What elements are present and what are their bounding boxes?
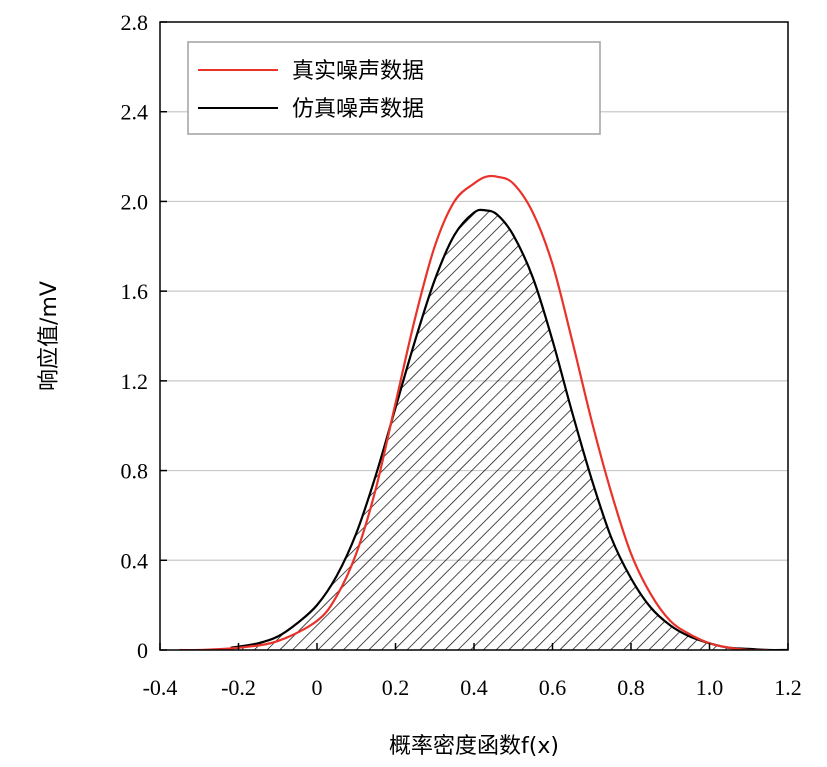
series-line-1	[230, 208, 788, 650]
x-tick-label: 0.8	[617, 675, 645, 700]
y-axis-title: 响应值/mV	[37, 281, 62, 391]
y-tick-label: 2.4	[121, 100, 149, 125]
y-tick-label: 0.8	[121, 459, 149, 484]
x-tick-label: -0.4	[143, 675, 178, 700]
x-tick-label: 1.0	[696, 675, 724, 700]
x-tick-label: 1.2	[774, 675, 802, 700]
x-tick-label: 0.4	[460, 675, 488, 700]
series-area-1	[230, 209, 788, 650]
x-tick-label: 0.6	[539, 675, 567, 700]
tick-labels: 0 0.4 0.8 1.2 1.6 2.0 2.4 2.8 -0.4 -0.2 0 0.2 0.4 0.6…	[121, 10, 802, 700]
hatch-fill-layer	[230, 209, 788, 650]
y-tick-label: 2.0	[121, 189, 149, 214]
legend-label-sim: 仿真噪声数据	[292, 97, 424, 122]
x-tick-label: 0.2	[382, 675, 410, 700]
series-layer	[179, 174, 788, 650]
y-tick-label: 1.2	[121, 369, 149, 394]
x-tick-label: 0	[312, 675, 323, 700]
series-line-0	[179, 174, 769, 650]
ticks	[159, 21, 789, 651]
legend-box	[187, 41, 601, 135]
y-tick-label: 0	[137, 638, 148, 663]
legend: 真实噪声数据 仿真噪声数据	[187, 41, 601, 135]
y-tick-label: 2.8	[121, 10, 149, 35]
y-tick-label: 1.6	[121, 279, 149, 304]
y-tick-label: 0.4	[121, 548, 149, 573]
x-axis-title: 概率密度函数f(x)	[389, 734, 559, 759]
legend-label-real: 真实噪声数据	[292, 59, 424, 84]
x-tick-label: -0.2	[221, 675, 256, 700]
